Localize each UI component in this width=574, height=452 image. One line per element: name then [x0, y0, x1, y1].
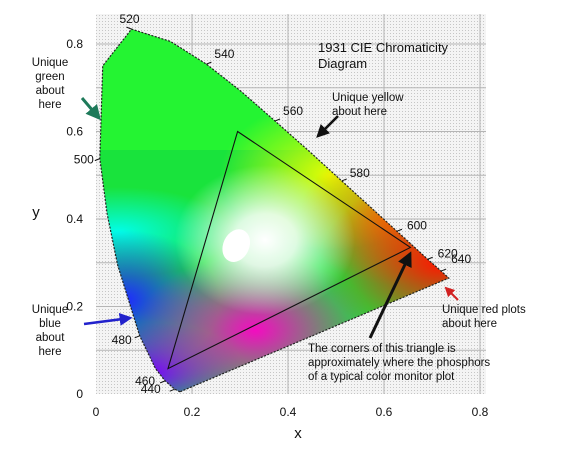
x-tick-labels: 0 0.2 0.4 0.6 0.8	[93, 405, 489, 419]
y-tick-label-4: 0.8	[66, 37, 83, 51]
wavelength-label-620: 620	[438, 246, 458, 260]
wavelength-tick-640	[440, 268, 447, 272]
red-arrow	[444, 286, 459, 301]
y-tick-label-3: 0.6	[66, 125, 83, 139]
wavelength-tick-560	[274, 118, 281, 122]
wavelength-tick-540	[206, 61, 212, 65]
annotation-red: Unique red plots about here	[442, 304, 526, 330]
wavelength-label-440: 440	[141, 382, 161, 396]
wavelength-tick-520	[126, 26, 132, 30]
wavelength-tick-480	[134, 335, 140, 339]
annotation-yellow: Unique yellow about here	[332, 92, 404, 118]
wavelength-label-600: 600	[407, 218, 427, 232]
white-point	[222, 229, 251, 262]
wavelength-label-460: 460	[135, 374, 155, 388]
wavelength-label-480: 480	[112, 333, 132, 347]
wavelength-tick-460	[159, 380, 166, 384]
chart-title: 1931 CIE Chromaticity Diagram	[318, 40, 452, 71]
wavelength-label-640: 640	[451, 252, 471, 266]
wavelength-tick-620	[427, 256, 433, 260]
y-tick-labels: 0 0.2 0.4 0.6 0.8	[66, 37, 83, 401]
monitor-gamut-triangle	[167, 130, 412, 370]
triangle-note-arrow	[368, 251, 412, 339]
blue-arrow	[83, 312, 133, 326]
y-tick-label-2: 0.4	[66, 212, 83, 226]
wavelength-tick-580	[341, 178, 347, 182]
wavelength-label-560: 560	[283, 104, 303, 118]
annotations: Unique green about here Unique yellow about h…	[32, 57, 526, 383]
x-axis-label: x	[294, 425, 302, 442]
x-tick-label-2: 0.4	[280, 405, 297, 419]
y-axis-label: y	[32, 204, 40, 221]
x-tick-label-4: 0.8	[472, 405, 489, 419]
wavelength-tick-500	[94, 158, 101, 162]
annotation-blue: Unique blue about here	[32, 304, 68, 358]
wavelength-tick-440	[169, 388, 175, 392]
green-arrow	[80, 97, 101, 121]
x-tick-label-1: 0.2	[184, 405, 201, 419]
wavelength-label-540: 540	[214, 47, 234, 61]
wavelength-label-520: 520	[120, 12, 140, 26]
wavelength-label-580: 580	[350, 166, 370, 180]
annotation-triangle-note: The corners of this triangle is approxima…	[308, 343, 490, 383]
y-tick-label-1: 0.2	[66, 300, 83, 314]
x-tick-label-0: 0	[93, 405, 100, 419]
annotation-green: Unique green about here	[32, 57, 68, 111]
yellow-arrow	[316, 115, 339, 138]
x-tick-label-3: 0.6	[376, 405, 393, 419]
y-tick-label-0: 0	[76, 387, 83, 401]
wavelength-tick-600	[396, 228, 403, 232]
wavelength-label-500: 500	[74, 153, 94, 167]
